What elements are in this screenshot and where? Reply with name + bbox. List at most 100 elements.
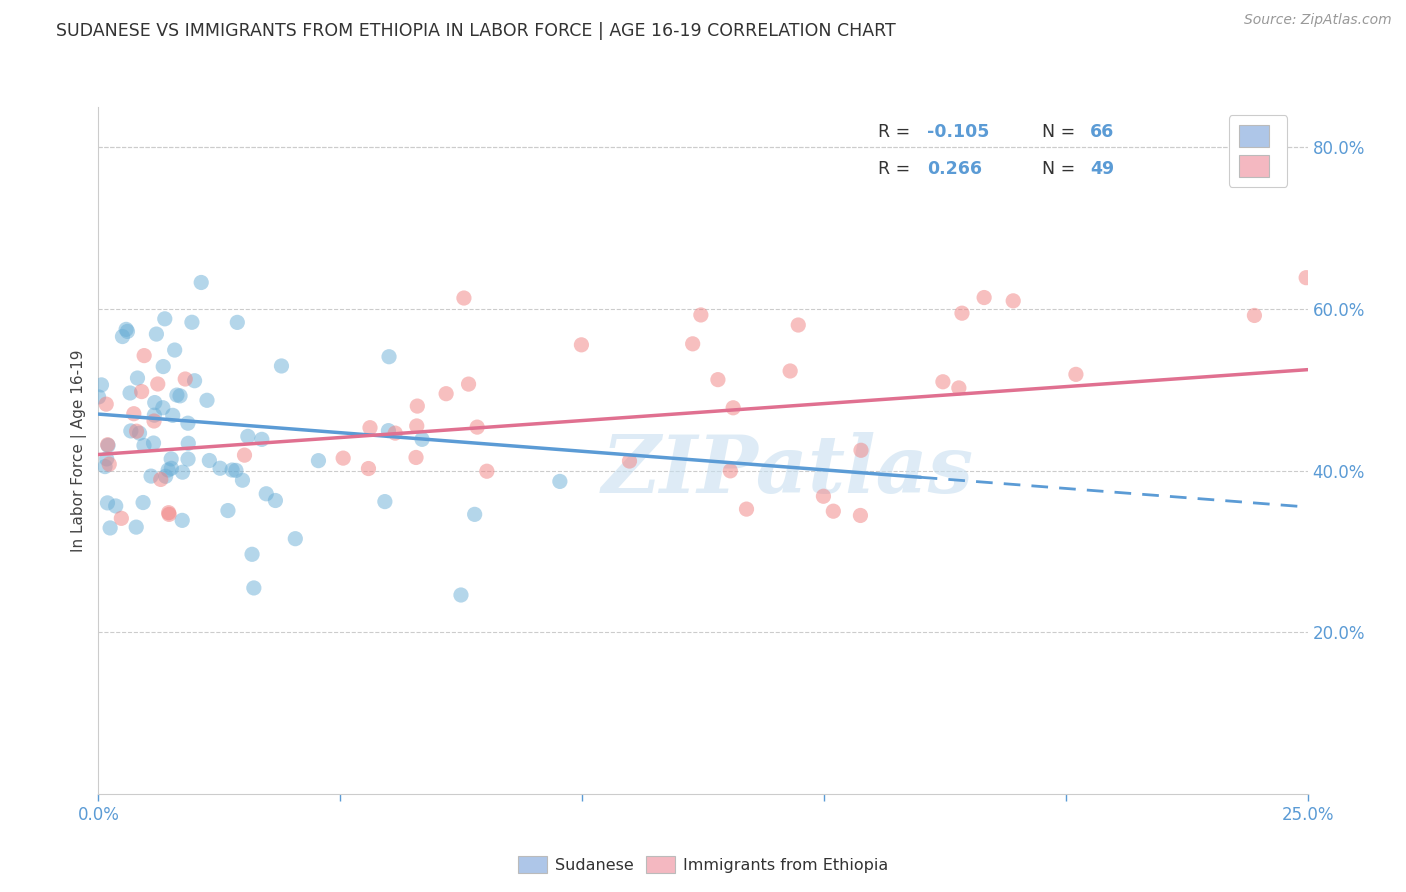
Point [377, 424, 399, 438]
Point [231, 473, 253, 487]
Point [146, 377, 169, 392]
Point [157, 506, 180, 520]
Point [374, 494, 396, 508]
Point [195, 393, 218, 408]
Point [434, 386, 457, 401]
Point [125, 520, 148, 534]
Text: ZIPatlas: ZIPatlas [602, 433, 974, 510]
Point [384, 426, 406, 441]
Point [104, 499, 127, 513]
Point [735, 502, 758, 516]
Point [721, 401, 744, 415]
Point [120, 386, 142, 401]
Legend: Sudanese, Immigrants from Ethiopia: Sudanese, Immigrants from Ethiopia [512, 849, 894, 880]
Point [571, 338, 593, 352]
Point [225, 463, 247, 477]
Point [172, 465, 194, 479]
Point [128, 426, 150, 441]
Point [152, 359, 174, 374]
Point [143, 414, 166, 428]
Point [849, 508, 872, 523]
Point [174, 372, 197, 386]
Point [98, 521, 121, 535]
Point [169, 389, 191, 403]
Point [950, 306, 973, 320]
Text: Source: ZipAtlas.com: Source: ZipAtlas.com [1244, 13, 1392, 28]
Point [689, 308, 711, 322]
Text: N =: N = [1042, 123, 1080, 141]
Point [117, 325, 139, 339]
Point [160, 452, 183, 467]
Point [411, 433, 433, 447]
Point [183, 374, 205, 388]
Point [405, 450, 427, 465]
Point [125, 424, 148, 438]
Point [97, 438, 120, 452]
Point [718, 464, 741, 478]
Point [779, 364, 801, 378]
Point [1295, 270, 1317, 285]
Text: R =: R = [879, 160, 917, 178]
Point [973, 291, 995, 305]
Point [166, 388, 188, 402]
Text: 66: 66 [1090, 123, 1114, 141]
Point [142, 436, 165, 450]
Point [157, 508, 180, 522]
Point [948, 381, 970, 395]
Point [270, 359, 292, 373]
Point [453, 291, 475, 305]
Point [96, 451, 118, 466]
Point [177, 416, 200, 430]
Point [465, 420, 488, 434]
Point [149, 472, 172, 486]
Point [236, 429, 259, 443]
Point [378, 350, 401, 364]
Point [849, 443, 872, 458]
Point [127, 371, 149, 385]
Point [181, 315, 204, 329]
Point [163, 343, 186, 357]
Point [143, 395, 166, 409]
Point [406, 399, 429, 413]
Legend: , : , [1229, 115, 1286, 186]
Point [198, 453, 221, 467]
Point [307, 453, 329, 467]
Point [226, 315, 249, 329]
Point [87, 390, 110, 404]
Point [209, 461, 232, 475]
Point [177, 436, 200, 450]
Point [264, 493, 287, 508]
Point [359, 420, 381, 434]
Text: -0.105: -0.105 [927, 123, 988, 141]
Point [357, 461, 380, 475]
Point [172, 513, 194, 527]
Point [240, 547, 263, 561]
Text: R =: R = [879, 123, 917, 141]
Point [1002, 293, 1025, 308]
Point [120, 424, 142, 438]
Point [96, 397, 118, 411]
Point [221, 463, 243, 477]
Point [152, 401, 174, 415]
Point [96, 496, 118, 510]
Point [132, 438, 155, 452]
Point [94, 459, 117, 474]
Point [131, 384, 153, 399]
Point [707, 373, 730, 387]
Point [157, 463, 180, 477]
Point [284, 532, 307, 546]
Point [155, 469, 177, 483]
Point [97, 438, 120, 452]
Point [139, 469, 162, 483]
Point [619, 454, 641, 468]
Point [1243, 309, 1265, 323]
Point [682, 336, 704, 351]
Point [190, 276, 212, 290]
Text: 49: 49 [1090, 160, 1114, 178]
Text: SUDANESE VS IMMIGRANTS FROM ETHIOPIA IN LABOR FORCE | AGE 16-19 CORRELATION CHAR: SUDANESE VS IMMIGRANTS FROM ETHIOPIA IN … [56, 22, 896, 40]
Point [160, 461, 183, 475]
Point [217, 503, 239, 517]
Point [787, 318, 810, 332]
Point [548, 475, 571, 489]
Point [813, 489, 835, 503]
